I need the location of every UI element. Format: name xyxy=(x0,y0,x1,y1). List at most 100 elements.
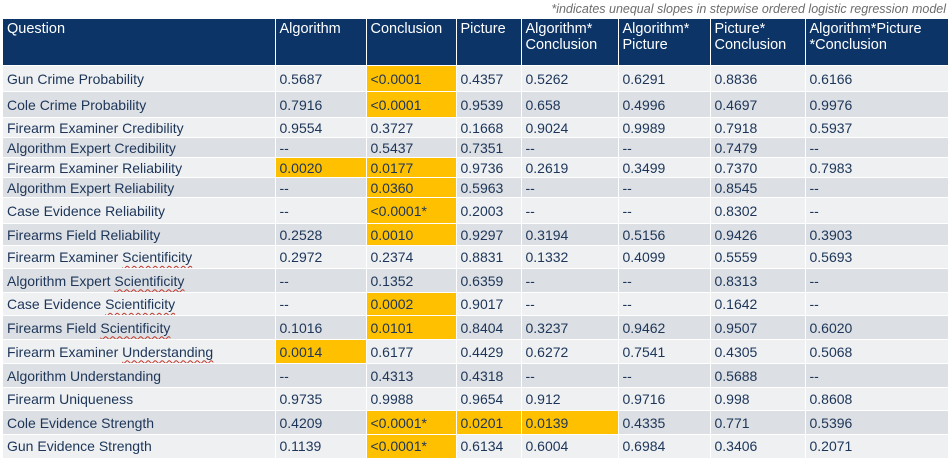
table-row: Firearm Uniqueness 0.9735 0.9988 0.9654 0.91… xyxy=(3,387,949,411)
question-cell: Firearm Examiner Understanding xyxy=(3,339,276,364)
question-cell: Firearm Examiner Credibility xyxy=(3,117,276,138)
value-cell: 0.4697 xyxy=(710,91,806,118)
value-cell: 0.6359 xyxy=(456,268,522,293)
value-cell: 0.5262 xyxy=(521,65,619,92)
table-row: Cole Evidence Strength 0.4209 <0.0001* 0.02… xyxy=(3,410,949,435)
question-cell: Cole Evidence Strength xyxy=(3,410,276,435)
value-cell: -- xyxy=(521,363,619,388)
value-cell: 0.1139 xyxy=(275,434,367,458)
value-cell: 0.4209 xyxy=(275,410,367,435)
table-row: Case Evidence Scientificity -- 0.0002 0.901… xyxy=(3,292,949,316)
value-cell: <0.0001* xyxy=(366,197,457,224)
question-cell: Firearms Field Reliability xyxy=(3,223,276,246)
value-cell: -- xyxy=(805,137,949,158)
value-cell: 0.6291 xyxy=(618,65,711,92)
table-row: Algorithm Understanding -- 0.4313 0.4318 -- -… xyxy=(3,363,949,388)
value-cell: 0.7918 xyxy=(710,117,806,138)
table-row: Algorithm Expert Credibility -- 0.5437 0.73… xyxy=(3,137,949,158)
value-cell: 0.6004 xyxy=(521,434,619,458)
value-cell: 0.4318 xyxy=(456,363,522,388)
value-cell: 0.7541 xyxy=(618,339,711,364)
column-header: Question xyxy=(3,19,276,66)
value-cell: 0.0177 xyxy=(366,157,457,178)
value-cell: 0.3406 xyxy=(710,434,806,458)
question-cell: Algorithm Expert Credibility xyxy=(3,137,276,158)
value-cell: -- xyxy=(275,137,367,158)
value-cell: 0.8302 xyxy=(710,197,806,224)
value-cell: 0.4313 xyxy=(366,363,457,388)
question-cell: Case Evidence Reliability xyxy=(3,197,276,224)
value-cell: <0.0001 xyxy=(366,65,457,92)
table-row: Firearms Field Reliability 0.2528 0.0010 0.… xyxy=(3,223,949,246)
value-cell: 0.6020 xyxy=(805,315,949,340)
question-cell: Algorithm Understanding xyxy=(3,363,276,388)
value-cell: 0.9716 xyxy=(618,387,711,411)
table-row: Gun Crime Probability 0.5687 <0.0001 0.4357… xyxy=(3,65,949,92)
value-cell: 0.7916 xyxy=(275,91,367,118)
value-cell: 0.0139 xyxy=(521,410,619,435)
question-cell: Algorithm Expert Scientificity xyxy=(3,268,276,293)
value-cell: 0.0010 xyxy=(366,223,457,246)
column-header: Picture xyxy=(456,19,522,66)
value-cell: 0.7351 xyxy=(456,137,522,158)
value-cell: 0.0360 xyxy=(366,177,457,198)
value-cell: -- xyxy=(618,177,711,198)
value-cell: 0.3727 xyxy=(366,117,457,138)
question-cell: Firearm Uniqueness xyxy=(3,387,276,411)
value-cell: -- xyxy=(618,137,711,158)
value-cell: 0.912 xyxy=(521,387,619,411)
value-cell: 0.0014 xyxy=(275,339,367,364)
question-cell: Algorithm Expert Reliability xyxy=(3,177,276,198)
value-cell: -- xyxy=(805,197,949,224)
value-cell: <0.0001* xyxy=(366,410,457,435)
value-cell: 0.998 xyxy=(710,387,806,411)
table-row: Firearms Field Scientificity 0.1016 0.0101… xyxy=(3,315,949,340)
question-cell: Case Evidence Scientificity xyxy=(3,292,276,316)
value-cell: 0.9988 xyxy=(366,387,457,411)
value-cell: 0.9507 xyxy=(710,315,806,340)
table-row: Algorithm Expert Scientificity -- 0.1352 0.… xyxy=(3,268,949,293)
value-cell: 0.4996 xyxy=(618,91,711,118)
value-cell: 0.9539 xyxy=(456,91,522,118)
value-cell: 0.2071 xyxy=(805,434,949,458)
value-cell: 0.8313 xyxy=(710,268,806,293)
value-cell: 0.0101 xyxy=(366,315,457,340)
table-row: Case Evidence Reliability -- <0.0001* 0.200… xyxy=(3,197,949,224)
value-cell: 0.5396 xyxy=(805,410,949,435)
results-table: Question Algorithm Conclusion Picture Algori… xyxy=(3,19,949,458)
table-row: Cole Crime Probability 0.7916 <0.0001 0.953… xyxy=(3,91,949,118)
value-cell: 0.5937 xyxy=(805,117,949,138)
value-cell: -- xyxy=(521,137,619,158)
value-cell: -- xyxy=(275,292,367,316)
value-cell: 0.1642 xyxy=(710,292,806,316)
value-cell: 0.5156 xyxy=(618,223,711,246)
table-row: Firearm Examiner Understanding 0.0014 0.61… xyxy=(3,339,949,364)
value-cell: 0.9017 xyxy=(456,292,522,316)
value-cell: -- xyxy=(618,197,711,224)
value-cell: 0.7370 xyxy=(710,157,806,178)
value-cell: -- xyxy=(521,177,619,198)
value-cell: 0.7479 xyxy=(710,137,806,158)
value-cell: 0.5437 xyxy=(366,137,457,158)
value-cell: 0.2972 xyxy=(275,245,367,269)
value-cell: -- xyxy=(275,177,367,198)
value-cell: -- xyxy=(521,197,619,224)
value-cell: 0.9976 xyxy=(805,91,949,118)
value-cell: 0.9654 xyxy=(456,387,522,411)
value-cell: 0.4335 xyxy=(618,410,711,435)
value-cell: 0.5688 xyxy=(710,363,806,388)
column-header: Algorithm*Picture *Conclusion xyxy=(805,19,949,66)
value-cell: 0.3903 xyxy=(805,223,949,246)
value-cell: 0.9554 xyxy=(275,117,367,138)
value-cell: 0.5687 xyxy=(275,65,367,92)
column-header: Picture* Conclusion xyxy=(710,19,806,66)
value-cell: -- xyxy=(618,363,711,388)
value-cell: 0.8836 xyxy=(710,65,806,92)
value-cell: 0.6166 xyxy=(805,65,949,92)
value-cell: 0.7983 xyxy=(805,157,949,178)
value-cell: -- xyxy=(618,268,711,293)
value-cell: 0.0201 xyxy=(456,410,522,435)
question-cell: Cole Crime Probability xyxy=(3,91,276,118)
value-cell: 0.4357 xyxy=(456,65,522,92)
value-cell: 0.3499 xyxy=(618,157,711,178)
